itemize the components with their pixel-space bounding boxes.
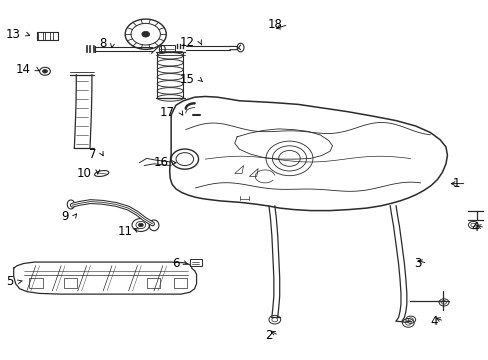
Text: 14: 14 [15,63,30,76]
Text: 4: 4 [430,315,437,328]
Circle shape [142,31,149,37]
Text: 2: 2 [265,329,272,342]
Text: 8: 8 [99,37,106,50]
FancyBboxPatch shape [29,278,43,288]
Text: 3: 3 [413,257,421,270]
Text: 11: 11 [118,225,133,238]
FancyBboxPatch shape [38,32,43,40]
FancyBboxPatch shape [173,278,187,288]
FancyBboxPatch shape [53,32,58,40]
Text: 7: 7 [89,148,97,161]
Text: 10: 10 [77,167,92,180]
Text: 9: 9 [61,210,68,223]
Text: 5: 5 [6,275,14,288]
Text: 12: 12 [179,36,194,49]
Text: 16: 16 [153,156,168,169]
Text: 1: 1 [452,177,460,190]
Text: 15: 15 [180,73,194,86]
Text: 18: 18 [267,18,282,31]
FancyBboxPatch shape [63,278,77,288]
FancyBboxPatch shape [161,45,175,52]
Text: 6: 6 [172,257,180,270]
FancyBboxPatch shape [146,278,160,288]
FancyBboxPatch shape [45,32,50,40]
Text: 17: 17 [160,106,175,119]
Text: 13: 13 [6,28,20,41]
Text: 4: 4 [471,221,478,234]
Circle shape [42,69,47,73]
FancyBboxPatch shape [189,259,202,266]
Circle shape [138,223,143,227]
